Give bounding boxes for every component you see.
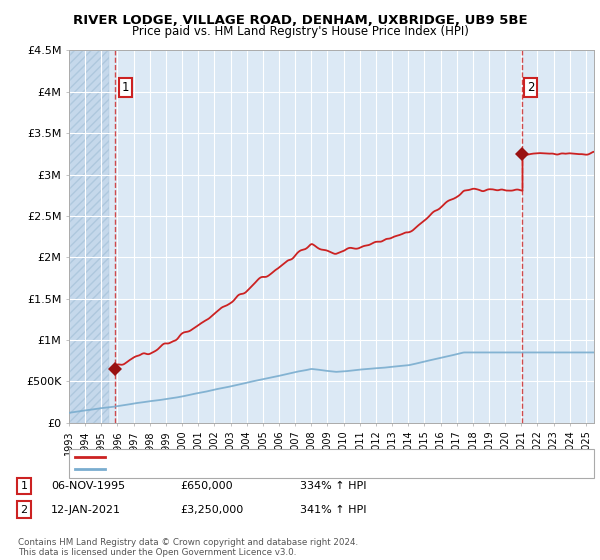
Text: 341% ↑ HPI: 341% ↑ HPI — [300, 505, 367, 515]
Text: HPI: Average price, detached house, Buckinghamshire: HPI: Average price, detached house, Buck… — [111, 464, 382, 474]
Text: 334% ↑ HPI: 334% ↑ HPI — [300, 481, 367, 491]
Text: 2: 2 — [527, 81, 534, 94]
Text: 2: 2 — [20, 505, 28, 515]
Text: Contains HM Land Registry data © Crown copyright and database right 2024.
This d: Contains HM Land Registry data © Crown c… — [18, 538, 358, 557]
Text: 06-NOV-1995: 06-NOV-1995 — [51, 481, 125, 491]
Text: £650,000: £650,000 — [180, 481, 233, 491]
Text: £3,250,000: £3,250,000 — [180, 505, 243, 515]
Text: 1: 1 — [121, 81, 129, 94]
Text: RIVER LODGE, VILLAGE ROAD, DENHAM, UXBRIDGE, UB9 5BE (detached house): RIVER LODGE, VILLAGE ROAD, DENHAM, UXBRI… — [111, 452, 509, 462]
Text: RIVER LODGE, VILLAGE ROAD, DENHAM, UXBRIDGE, UB9 5BE: RIVER LODGE, VILLAGE ROAD, DENHAM, UXBRI… — [73, 14, 527, 27]
Text: 12-JAN-2021: 12-JAN-2021 — [51, 505, 121, 515]
Text: 1: 1 — [20, 481, 28, 491]
Text: Price paid vs. HM Land Registry's House Price Index (HPI): Price paid vs. HM Land Registry's House … — [131, 25, 469, 38]
